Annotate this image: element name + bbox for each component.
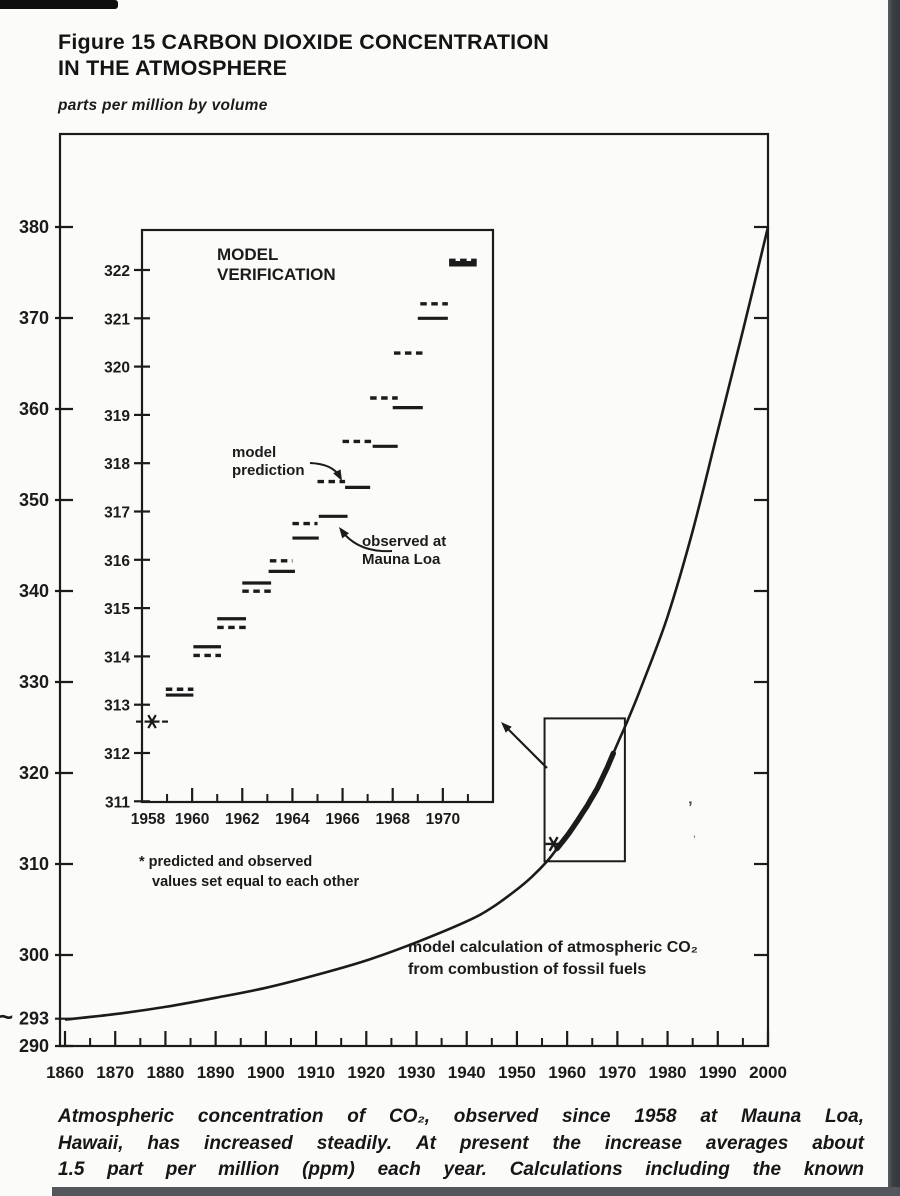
inset-frame (140, 228, 495, 804)
inset-title-line2: VERIFICATION (217, 265, 336, 284)
main-x-tick-label: 1940 (448, 1063, 486, 1082)
inset-y-tick-label: 311 (105, 794, 130, 811)
figure-caption: Atmospheric concentration of CO₂, observed si… (58, 1106, 864, 1186)
main-y-tick-label: 360 (19, 399, 49, 419)
inset-footnote-line2: values set equal to each other (152, 874, 359, 890)
prediction-callout-line2: prediction (232, 462, 305, 479)
inset-y-tick-label: 322 (104, 263, 130, 280)
observed-callout-line2: Mauna Loa (362, 551, 441, 568)
inset-x-tick-label: 1960 (175, 811, 209, 828)
main-y-tick-label: 370 (19, 308, 49, 328)
inset-x-tick-label: 1962 (225, 811, 259, 828)
main-y-tick-label: 293 (19, 1009, 49, 1029)
scan-speck-icon: ˌ (692, 822, 697, 839)
inset-x-tick-label: 1970 (426, 811, 460, 828)
main-y-tick-label: 350 (19, 490, 49, 510)
main-x-tick-label: 1870 (96, 1063, 134, 1082)
caption-line: Atmospheric concentration of CO₂, observed si… (58, 1106, 864, 1127)
main-x-tick-label: 2000 (749, 1063, 787, 1082)
inset-star-marker (147, 714, 157, 729)
inset-y-tick-label: 318 (104, 456, 130, 473)
main-x-tick-label: 1920 (347, 1063, 385, 1082)
scan-speck-icon: ʼ (688, 798, 693, 817)
scan-edge-top-bar (0, 0, 118, 9)
prediction-arrowhead-icon (333, 469, 342, 481)
main-x-tick-label: 1890 (197, 1063, 235, 1082)
inset-x-tick-label: 1964 (275, 811, 310, 828)
inset-x-tick-label: 1958 (131, 811, 166, 828)
y-axis-break-icon: ~ (0, 1002, 13, 1032)
main-y-tick-label: 330 (19, 672, 49, 692)
inset-y-tick-label: 316 (104, 553, 130, 570)
main-y-tick-label: 340 (19, 581, 49, 601)
main-y-tick-label: 380 (19, 217, 49, 237)
main-x-tick-label: 1990 (699, 1063, 737, 1082)
zoom-pointer-arrow (504, 725, 548, 769)
inset-y-tick-label: 321 (104, 311, 130, 328)
curve-annotation-line1: model calculation of atmospheric CO₂ (408, 939, 698, 956)
prediction-callout-line1: model (232, 444, 276, 461)
main-x-tick-label: 1950 (498, 1063, 536, 1082)
main-x-tick-label: 1980 (649, 1063, 687, 1082)
main-x-tick-label: 1930 (398, 1063, 436, 1082)
scan-edge-right-band (888, 0, 900, 1196)
main-x-tick-label: 1900 (247, 1063, 285, 1082)
main-y-tick-label: 310 (19, 854, 49, 874)
main-x-tick-label: 1910 (297, 1063, 335, 1082)
inset-y-tick-label: 313 (104, 698, 130, 715)
inset-x-tick-label: 1968 (375, 811, 410, 828)
scan-edge-bottom-band (52, 1187, 900, 1196)
inset-y-tick-label: 315 (104, 601, 130, 618)
zoom-region-box (543, 717, 626, 863)
main-y-tick-label: 320 (19, 763, 49, 783)
inset-y-tick-label: 314 (104, 649, 130, 666)
y-units-label: parts per million by volume (58, 97, 268, 114)
inset-y-tick-label: 320 (104, 360, 130, 377)
figure-title: Figure 15 CARBON DIOXIDE CONCENTRATION I… (58, 29, 549, 81)
inset-y-tick-label: 317 (104, 505, 130, 522)
main-x-tick-label: 1960 (548, 1063, 586, 1082)
caption-line: 1.5 part per million (ppm) each year. Calculati… (58, 1159, 864, 1180)
main-x-tick-label: 1880 (147, 1063, 185, 1082)
curve-annotation-line2: from combustion of fossil fuels (408, 961, 646, 978)
main-x-tick-label: 1970 (598, 1063, 636, 1082)
caption-line: Hawaii, has increased steadily. At present the… (58, 1132, 864, 1154)
inset-footnote-line1: * predicted and observed (139, 854, 312, 870)
inset-x-tick-label: 1966 (325, 811, 360, 828)
inset-y-tick-label: 312 (104, 746, 130, 763)
observed-arrowhead-icon (339, 527, 349, 539)
figure-title-line2: IN THE ATMOSPHERE (58, 56, 288, 80)
inset-title-line1: MODEL (217, 245, 278, 264)
main-y-tick-label: 300 (19, 945, 49, 965)
inset-y-tick-label: 319 (104, 408, 130, 425)
observed-callout-line1: observed at (362, 533, 446, 550)
zoom-pointer-arrowhead-icon (501, 722, 512, 733)
main-x-tick-label: 1860 (46, 1063, 84, 1082)
mauna-loa-observed-overlay (554, 750, 616, 852)
main-y-tick-label: 290 (19, 1036, 49, 1056)
figure-title-line1: Figure 15 CARBON DIOXIDE CONCENTRATION (58, 30, 549, 54)
main-star-marker (548, 836, 559, 852)
